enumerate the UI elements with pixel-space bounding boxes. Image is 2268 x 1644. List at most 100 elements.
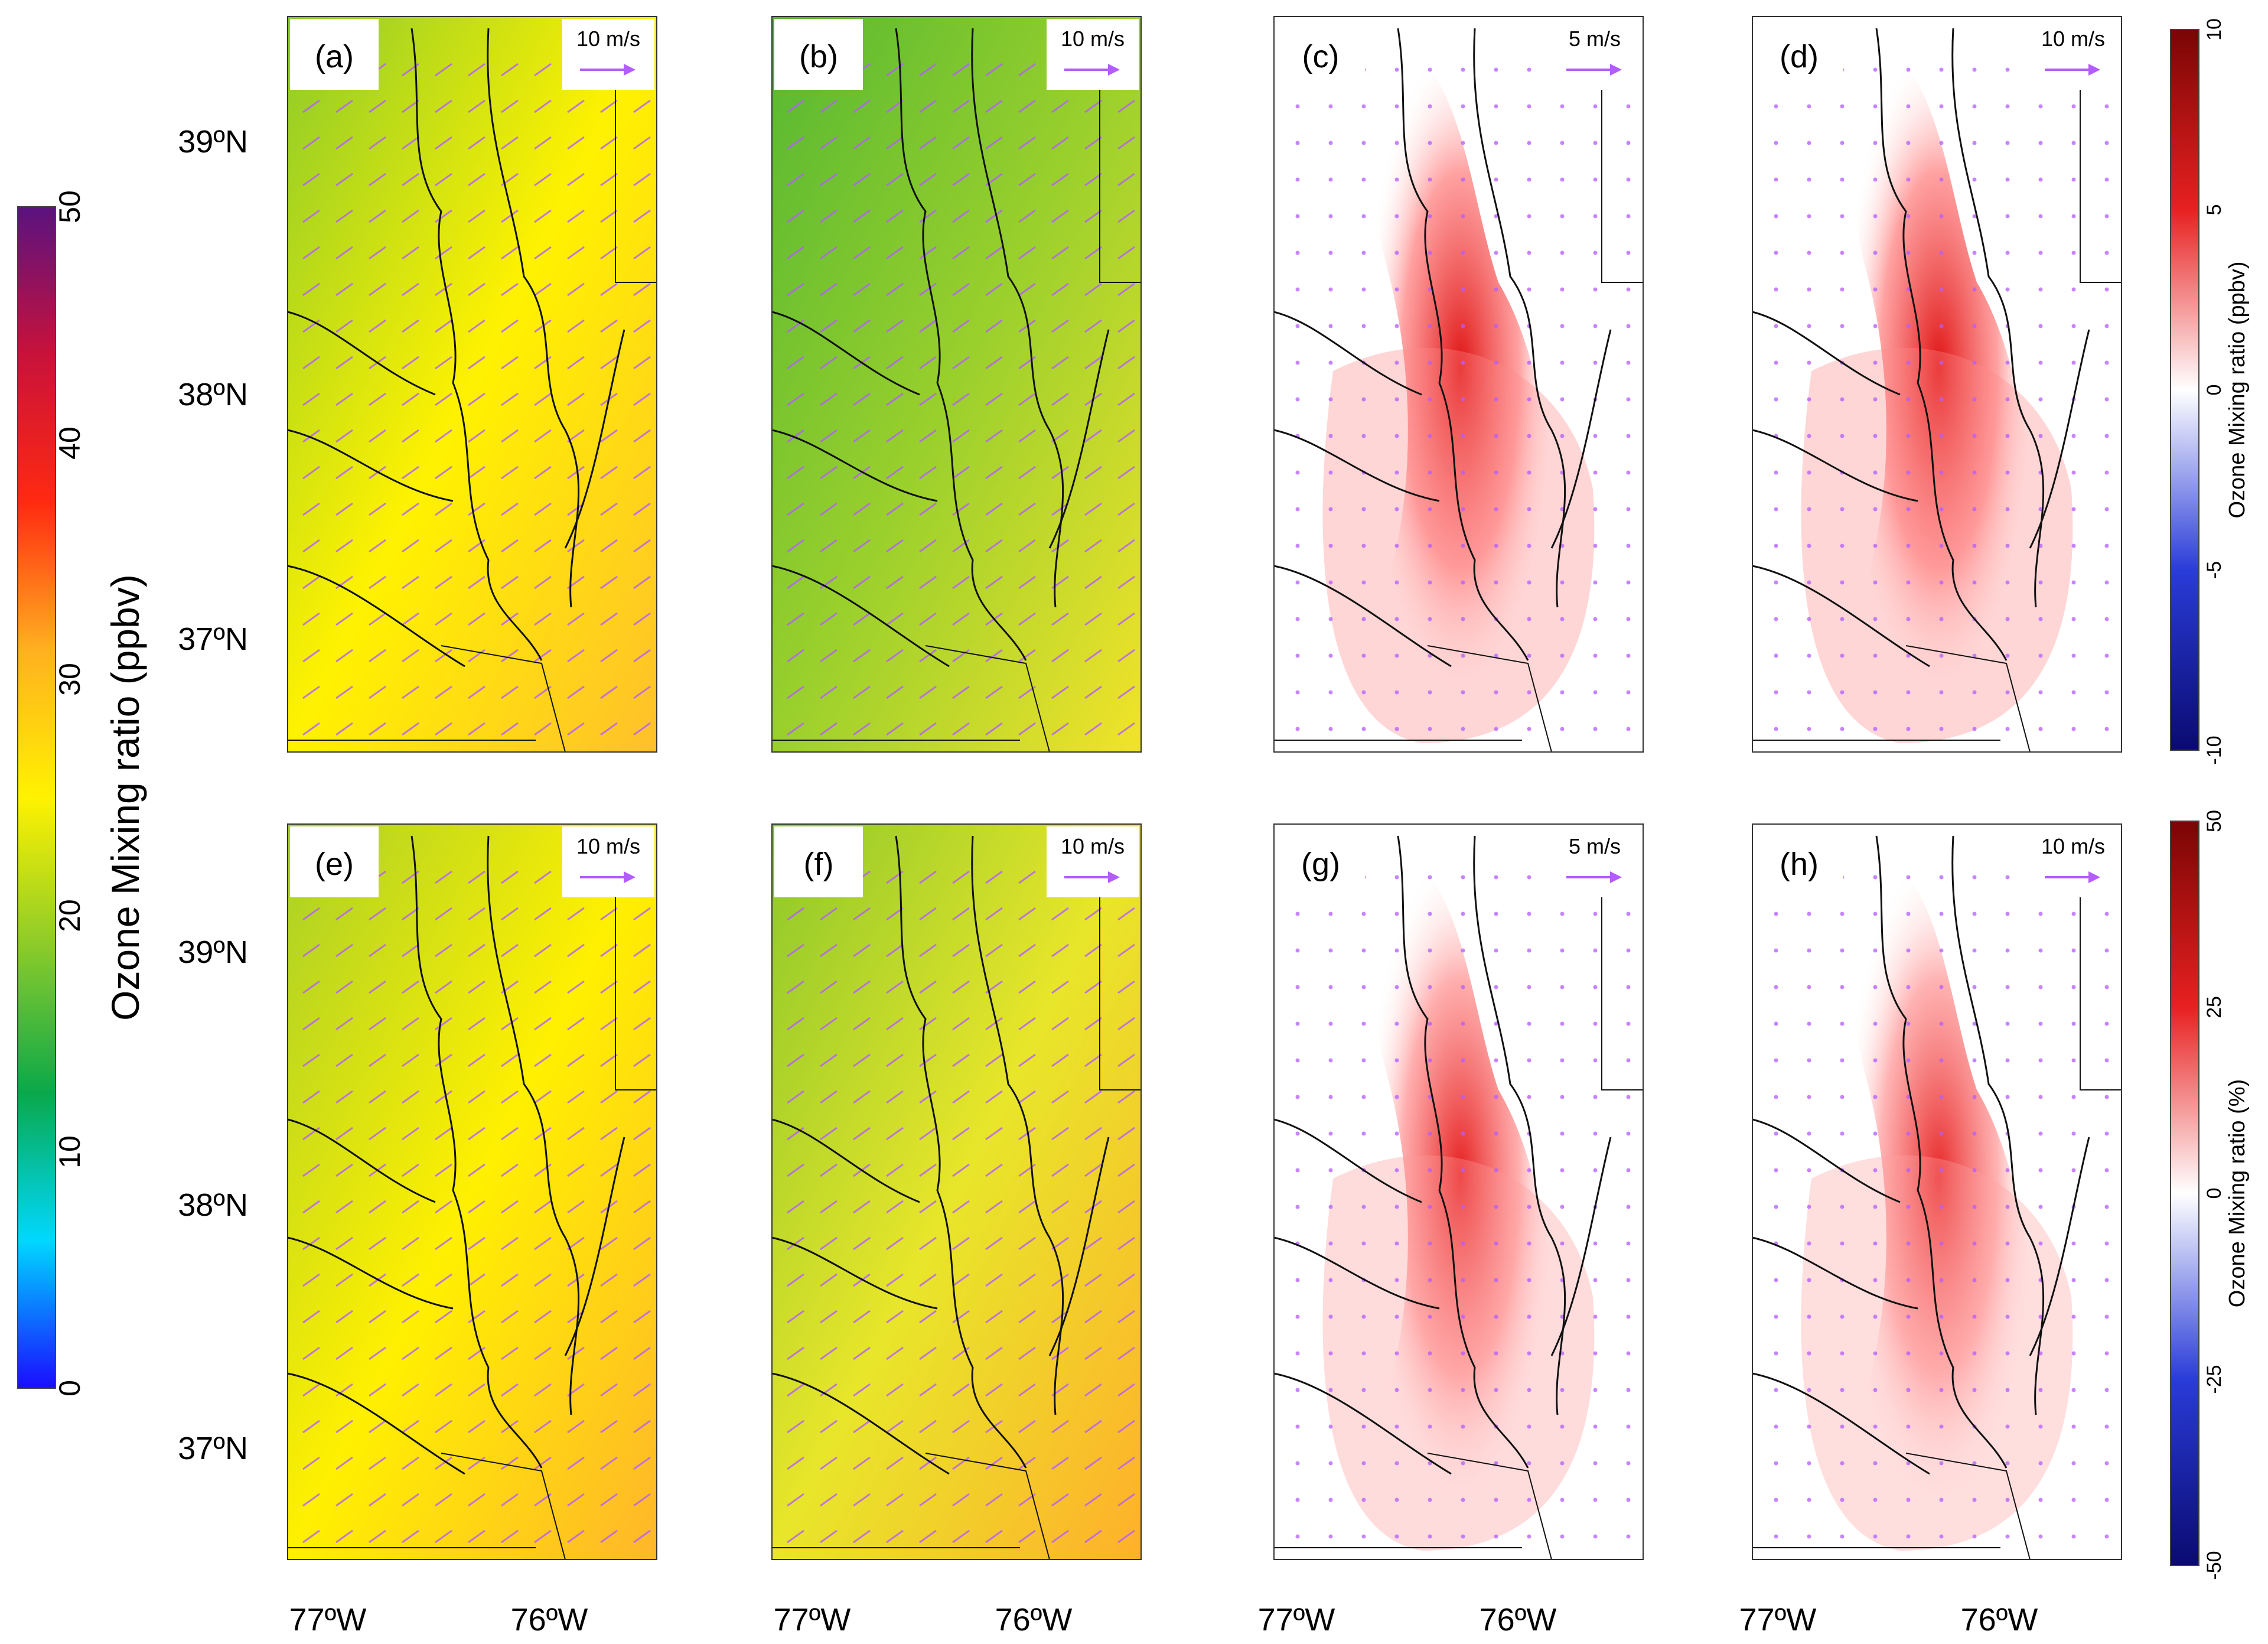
panel-h-label: (h) bbox=[1780, 847, 1819, 882]
panel-a: (a) 10 m/s bbox=[287, 16, 657, 753]
panel-d-plume bbox=[1841, 40, 2037, 699]
panel-f-wind-vectors bbox=[787, 870, 1135, 1544]
panel-h-scale-label: 10 m/s bbox=[2041, 834, 2105, 858]
panel-e-label-box bbox=[290, 826, 379, 897]
panel-a-field bbox=[288, 17, 657, 752]
main-colorbar-bar bbox=[17, 206, 56, 1389]
lon-label-77w-a: 77ºW bbox=[289, 1602, 367, 1638]
panel-a-scale-label: 10 m/s bbox=[576, 27, 640, 51]
lat-label-39n-bottom: 39ºN bbox=[178, 935, 248, 970]
main-colorbar-tick-label: 30 bbox=[53, 663, 86, 696]
lat-labels-top: 39ºN 38ºN 37ºN bbox=[178, 124, 248, 657]
panel-e-field bbox=[288, 824, 657, 1560]
lon-label-76w-b: 76ºW bbox=[995, 1602, 1073, 1638]
diff-colorbar-top-tick-label: 10 bbox=[2203, 18, 2225, 41]
panel-h-scale-box bbox=[2027, 826, 2119, 897]
panel-h-plume bbox=[1841, 848, 2037, 1506]
panel-e-label: (e) bbox=[315, 847, 354, 882]
panel-c: (c) 5 m/s bbox=[1273, 16, 1644, 753]
lon-label-76w-c: 76ºW bbox=[1480, 1602, 1557, 1638]
panel-d-scale-box bbox=[2027, 19, 2119, 90]
lat-labels-bottom: 39ºN 38ºN 37ºN bbox=[178, 935, 248, 1466]
diff-colorbar-bottom-tick-label: 0 bbox=[2203, 1188, 2225, 1199]
panel-a-frame bbox=[287, 16, 657, 753]
diff-colorbar-top-ticks: -10 -5 0 5 10 bbox=[2203, 18, 2225, 764]
panel-g-frame bbox=[1273, 823, 1644, 1560]
diff-colorbar-bottom-ticks: -50 -25 0 25 50 bbox=[2203, 810, 2225, 1580]
panel-b-scale-box bbox=[1047, 19, 1139, 90]
panel-b-field bbox=[772, 17, 1141, 752]
panel-h-wind-vectors bbox=[1774, 875, 2109, 1539]
lon-label-76w-d: 76ºW bbox=[1961, 1602, 2038, 1638]
panel-h-label-box bbox=[1755, 826, 1843, 897]
panel-g-scale-label: 5 m/s bbox=[1569, 834, 1621, 858]
diff-colorbar-top-tick-label: 5 bbox=[2203, 204, 2225, 216]
panel-c-frame bbox=[1273, 16, 1644, 753]
lat-label-37n-bottom: 37ºN bbox=[178, 1431, 248, 1466]
diff-colorbar-bottom: -50 -25 0 25 50 Ozone Mixing ratio (%) bbox=[2170, 810, 2250, 1580]
panel-f-label-box bbox=[774, 826, 863, 897]
lat-label-38n-bottom: 38ºN bbox=[178, 1187, 248, 1223]
panel-d-label-box bbox=[1755, 19, 1843, 90]
panel-b-coastline bbox=[771, 28, 1141, 753]
panel-c-label: (c) bbox=[1302, 39, 1340, 74]
panel-h-plume-glow bbox=[1801, 1155, 2073, 1551]
panel-b-wind-vectors bbox=[787, 63, 1135, 736]
lon-label-77w-c: 77ºW bbox=[1258, 1602, 1335, 1638]
panel-e-scale-box bbox=[562, 826, 654, 897]
panel-b-label-box bbox=[774, 19, 863, 90]
panel-g-label: (g) bbox=[1301, 847, 1340, 882]
panel-c-wind-vectors bbox=[1295, 67, 1631, 731]
panel-d-frame bbox=[1752, 16, 2122, 753]
diff-colorbar-top-bar bbox=[2170, 29, 2199, 751]
panel-e-scale-label: 10 m/s bbox=[576, 834, 640, 858]
panel-c-scale-label: 5 m/s bbox=[1569, 27, 1621, 51]
panel-g-label-box bbox=[1276, 826, 1365, 897]
lat-label-39n-top: 39ºN bbox=[178, 124, 248, 159]
diff-colorbar-bottom-tick-label: 25 bbox=[2203, 996, 2225, 1018]
main-colorbar-tick-label: 20 bbox=[53, 899, 86, 932]
diff-colorbar-bottom-bar bbox=[2170, 821, 2199, 1566]
panel-b-scale-label: 10 m/s bbox=[1061, 27, 1125, 51]
panel-f-frame bbox=[771, 823, 1142, 1560]
diff-colorbar-top-tick-label: -10 bbox=[2203, 735, 2225, 764]
lon-label-77w-d: 77ºW bbox=[1739, 1602, 1817, 1638]
panel-g-coastline bbox=[1273, 835, 1643, 1560]
lon-label-77w-b: 77ºW bbox=[774, 1602, 851, 1638]
panel-f: (f) 10 m/s bbox=[771, 823, 1142, 1560]
panel-e: (e) 10 m/s bbox=[287, 823, 657, 1560]
main-colorbar-tick-label: 40 bbox=[53, 427, 86, 460]
diff-colorbar-top: -10 -5 0 5 10 Ozone Mixing ratio (ppbv) bbox=[2170, 18, 2250, 765]
lat-label-38n-top: 38ºN bbox=[178, 377, 248, 412]
panel-f-label: (f) bbox=[804, 847, 834, 882]
panel-a-wind-vectors bbox=[302, 63, 651, 736]
main-colorbar-tick-label: 0 bbox=[53, 1380, 86, 1396]
diff-colorbar-top-tick-label: -5 bbox=[2203, 561, 2225, 579]
main-colorbar: 0 10 20 30 40 50 Ozone Mixing ratio (ppbv) bbox=[17, 190, 147, 1396]
panel-a-scale-box bbox=[562, 19, 654, 90]
diff-colorbar-bottom-label: Ozone Mixing ratio (%) bbox=[2225, 1079, 2250, 1307]
main-colorbar-tick-label: 10 bbox=[53, 1135, 86, 1168]
lon-label-76w-a: 76ºW bbox=[511, 1602, 588, 1638]
panel-g: (g) 5 m/s bbox=[1273, 823, 1644, 1560]
panel-a-label: (a) bbox=[315, 39, 354, 74]
panel-h: (h) 10 m/s bbox=[1752, 823, 2122, 1560]
panel-e-coastline bbox=[287, 835, 657, 1560]
panels: (a) 10 m/s (b) 10 m/s (c) 5 m/s (d) 10 m/s (e) 10… bbox=[287, 16, 2122, 1560]
panel-d-wind-vectors bbox=[1774, 67, 2109, 731]
panel-h-coastline bbox=[1752, 835, 2122, 1560]
panel-b-frame bbox=[771, 16, 1142, 753]
diff-colorbar-top-tick-label: 0 bbox=[2203, 385, 2225, 396]
panel-f-scale-label: 10 m/s bbox=[1061, 834, 1125, 858]
panel-d-coastline bbox=[1752, 28, 2122, 753]
panel-f-field bbox=[772, 824, 1141, 1560]
panel-b: (b) 10 m/s bbox=[771, 16, 1142, 753]
panel-c-label-box bbox=[1276, 19, 1365, 90]
panel-a-coastline bbox=[287, 28, 657, 753]
panel-c-plume-glow bbox=[1322, 347, 1595, 743]
panel-b-label: (b) bbox=[799, 39, 838, 74]
panel-e-frame bbox=[287, 823, 657, 1560]
diff-colorbar-top-label: Ozone Mixing ratio (ppbv) bbox=[2225, 261, 2250, 518]
panel-d-label: (d) bbox=[1780, 39, 1819, 74]
panel-g-scale-box bbox=[1549, 826, 1641, 897]
